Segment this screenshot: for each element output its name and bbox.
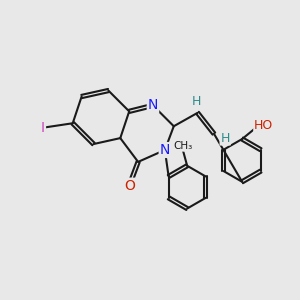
Text: O: O <box>124 179 135 193</box>
Text: N: N <box>148 98 158 112</box>
Text: H: H <box>191 95 201 108</box>
Text: N: N <box>160 143 170 157</box>
Text: CH₃: CH₃ <box>173 141 192 151</box>
Text: I: I <box>41 121 45 135</box>
Text: HO: HO <box>254 119 274 132</box>
Text: H: H <box>220 132 230 145</box>
